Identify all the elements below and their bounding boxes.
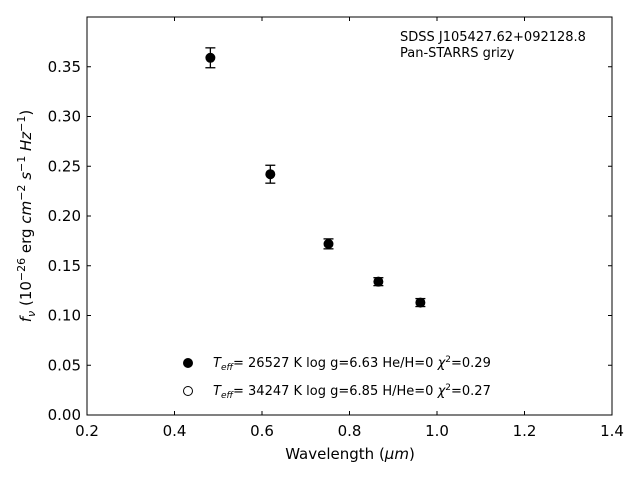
y-axis-label: fν (10−26 erg cm−2 s−1 Hz−1)	[15, 110, 38, 322]
y-tick-label: 0.35	[48, 58, 81, 76]
x-tick-label: 0.2	[75, 422, 99, 440]
data-points	[205, 47, 426, 308]
y-tick-label: 0.15	[48, 257, 81, 275]
data-point-s0-3	[373, 276, 384, 287]
legend-marker-filled	[183, 358, 193, 368]
data-marker	[205, 52, 216, 63]
data-marker	[323, 238, 334, 249]
legend-entry-2: Teff= 34247 K log g=6.85 H/He=0 χ2=0.27	[213, 383, 491, 401]
y-tick-label: 0.00	[48, 406, 81, 424]
data-point-s0-2	[323, 238, 334, 250]
x-axis-ticks: 0.2 0.4 0.6 0.8 1.0 1.2 1.4	[75, 17, 624, 440]
legend-entry-1: Teff= 26527 K log g=6.63 He/H=0 χ2=0.29	[213, 355, 491, 373]
legend-marker-open	[183, 386, 193, 396]
data-point-s0-1	[265, 164, 276, 184]
y-tick-label: 0.30	[48, 108, 81, 126]
x-tick-label: 1.2	[513, 422, 537, 440]
x-tick-label: 1.4	[600, 422, 624, 440]
data-point-s0-0	[205, 47, 216, 69]
x-tick-label: 0.6	[250, 422, 274, 440]
y-tick-label: 0.05	[48, 356, 81, 374]
y-axis-ticks: 0.00 0.05 0.10 0.15 0.20 0.25 0.30 0.35	[48, 58, 612, 424]
data-marker	[415, 297, 426, 308]
y-tick-label: 0.20	[48, 207, 81, 225]
data-marker	[373, 276, 384, 287]
legend: Teff= 26527 K log g=6.63 He/H=0 χ2=0.29 …	[183, 355, 491, 401]
x-tick-label: 0.8	[338, 422, 362, 440]
annotation-survey: Pan-STARRS grizy	[400, 46, 515, 61]
x-tick-label: 0.4	[163, 422, 187, 440]
y-tick-label: 0.25	[48, 157, 81, 175]
y-tick-label: 0.10	[48, 307, 81, 325]
x-tick-label: 1.0	[425, 422, 449, 440]
annotation-object-name: SDSS J105427.62+092128.8	[400, 30, 586, 45]
data-point-s0-4	[415, 297, 426, 308]
data-marker	[265, 169, 276, 180]
x-axis-label: Wavelength (μm)	[285, 445, 415, 463]
